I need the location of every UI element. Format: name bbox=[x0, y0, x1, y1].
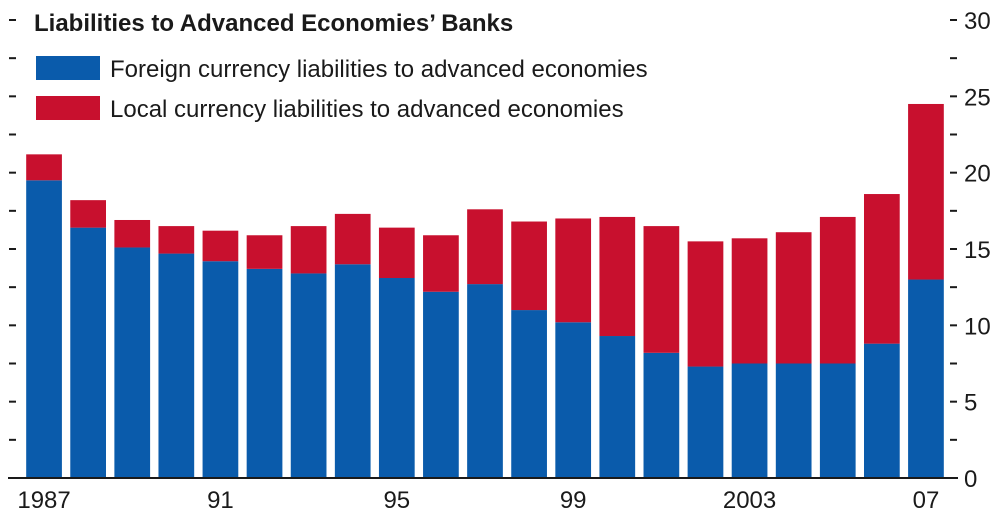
bar-foreign-1994 bbox=[334, 264, 371, 478]
x-tick-label: 07 bbox=[913, 487, 940, 514]
bars-layer bbox=[26, 103, 944, 479]
bar-foreign-2002 bbox=[687, 366, 724, 478]
bar-foreign-2000 bbox=[599, 336, 636, 478]
bar-local-1990 bbox=[158, 226, 195, 254]
legend: Foreign currency liabilities to advanced… bbox=[36, 56, 648, 123]
bar-local-1987 bbox=[26, 154, 62, 181]
bar-local-2001 bbox=[643, 226, 680, 353]
legend-label-foreign: Foreign currency liabilities to advanced… bbox=[110, 56, 648, 83]
y-tick-label: 30 bbox=[964, 8, 991, 35]
bar-foreign-1988 bbox=[70, 227, 106, 478]
bar-foreign-2001 bbox=[643, 352, 680, 478]
bar-foreign-1987 bbox=[26, 180, 62, 479]
bar-local-1999 bbox=[555, 218, 592, 323]
bar-local-2003 bbox=[731, 238, 768, 364]
chart-title: Liabilities to Advanced Economies’ Banks bbox=[34, 10, 513, 37]
legend-swatch-foreign bbox=[36, 56, 100, 80]
bar-foreign-2003 bbox=[731, 363, 768, 478]
bar-foreign-1999 bbox=[555, 322, 592, 478]
y-tick-label: 5 bbox=[964, 390, 977, 417]
bar-local-1997 bbox=[467, 209, 503, 285]
bar-local-1995 bbox=[378, 227, 415, 279]
bar-foreign-1995 bbox=[378, 278, 415, 478]
bar-foreign-2004 bbox=[775, 363, 812, 478]
bar-local-1996 bbox=[423, 235, 459, 292]
bar-foreign-1990 bbox=[158, 253, 195, 478]
x-tick-label: 2003 bbox=[723, 487, 776, 514]
y-tick-label: 15 bbox=[964, 237, 991, 264]
bar-local-1994 bbox=[334, 213, 371, 265]
bar-foreign-1997 bbox=[467, 284, 503, 478]
bar-foreign-1991 bbox=[202, 261, 239, 478]
bar-local-2007 bbox=[908, 103, 944, 280]
bar-local-1992 bbox=[246, 235, 283, 269]
legend-swatch-local bbox=[36, 96, 100, 120]
bar-foreign-1996 bbox=[423, 291, 459, 478]
bar-local-1998 bbox=[511, 221, 547, 311]
x-tick-label: 99 bbox=[560, 487, 587, 514]
bar-local-2005 bbox=[819, 216, 856, 364]
x-tick-label: 95 bbox=[383, 487, 410, 514]
bar-foreign-1993 bbox=[290, 273, 327, 478]
bar-local-2002 bbox=[687, 241, 724, 367]
y-tick-label: 25 bbox=[964, 84, 991, 111]
bar-foreign-2006 bbox=[864, 343, 900, 478]
y-tick-label: 20 bbox=[964, 161, 991, 188]
bar-local-2006 bbox=[864, 194, 900, 344]
bar-foreign-1992 bbox=[246, 268, 283, 478]
x-tick-label: 91 bbox=[207, 487, 234, 514]
bar-foreign-2005 bbox=[819, 363, 856, 478]
bar-foreign-2007 bbox=[908, 279, 944, 478]
bar-local-1991 bbox=[202, 230, 239, 262]
bar-local-1988 bbox=[70, 200, 106, 228]
y-tick-label: 0 bbox=[964, 466, 977, 493]
bar-local-2004 bbox=[775, 232, 812, 364]
bar-local-1989 bbox=[114, 219, 151, 248]
bar-foreign-1989 bbox=[114, 247, 151, 478]
legend-label-local: Local currency liabilities to advanced e… bbox=[110, 96, 624, 123]
bar-local-2000 bbox=[599, 216, 636, 337]
x-tick-label: 1987 bbox=[17, 487, 70, 514]
axes-layer: 0 5 10 15 20 25 30 1987 91 95 99 2003 07 bbox=[8, 8, 991, 514]
bar-local-1993 bbox=[290, 226, 327, 274]
y-tick-label: 10 bbox=[964, 313, 991, 340]
bar-foreign-1998 bbox=[511, 310, 547, 478]
